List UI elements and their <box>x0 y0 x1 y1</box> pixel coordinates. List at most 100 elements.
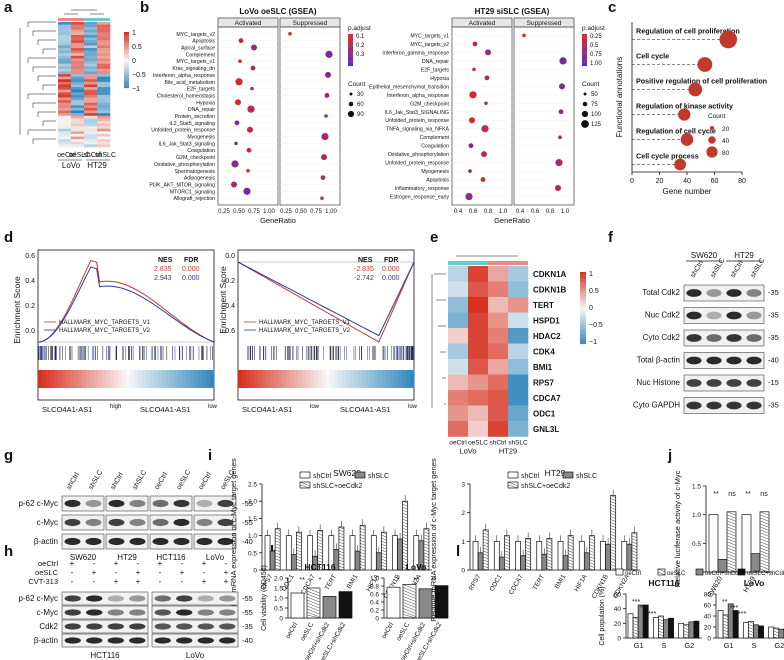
legend-title: Count <box>348 81 366 88</box>
legend-swatch <box>124 51 129 54</box>
heat-cell <box>84 61 98 64</box>
nes-header: NES <box>158 257 173 264</box>
hatch-line <box>759 535 770 540</box>
term-label: Hypoxia <box>196 100 215 106</box>
heat-cell <box>97 118 111 122</box>
rank-gradient <box>238 370 243 388</box>
heat-cell <box>97 133 111 137</box>
hatch-line <box>589 544 595 547</box>
curve-v2 <box>37 266 215 343</box>
legend-swatch <box>348 46 353 49</box>
legend-swatch <box>124 86 129 89</box>
gsea-dot <box>481 125 489 133</box>
blot-row-band <box>706 289 722 297</box>
hatch-line <box>546 538 553 541</box>
legend-swatch <box>582 54 587 57</box>
heat-cell <box>71 45 85 49</box>
chart-title: HT29 <box>545 468 566 478</box>
hatch-line <box>722 632 729 636</box>
heat-cell <box>97 48 111 51</box>
term-label: DNA_repair <box>188 107 215 113</box>
heat-cell <box>97 139 111 143</box>
legend-tick: 125 <box>591 122 602 128</box>
bar-shCtrl <box>708 514 719 573</box>
term-label: E2F_targets <box>187 87 216 93</box>
blot-row-band <box>173 537 190 546</box>
hatch-line <box>632 617 639 620</box>
heat-cell <box>71 71 85 75</box>
gsea-dot <box>469 91 477 99</box>
panel-i-legend: shCtrl shCtrl shSLC shSLC shSLC+oeCdk2 shSLC+… <box>299 471 597 490</box>
blot-row-band <box>86 623 103 630</box>
term-label: Apoptosis <box>426 178 449 184</box>
bar-shCtrl <box>557 540 564 571</box>
heat-cell <box>84 131 98 135</box>
hatch-line <box>483 565 489 569</box>
heat-cell <box>58 32 72 36</box>
hatch-line <box>658 618 664 622</box>
category-label: BMI1 <box>346 573 360 590</box>
blot-row-band <box>706 356 722 365</box>
significance: *** <box>648 611 656 618</box>
hatch-line <box>296 537 302 541</box>
hatch-line <box>338 547 345 551</box>
bar-shCtrl <box>515 540 521 571</box>
legend-tick: 0 <box>132 58 136 65</box>
blot-row-band <box>152 537 169 546</box>
heat-cell <box>448 421 469 437</box>
rank-gradient <box>406 370 411 388</box>
gsea-dot <box>235 99 241 106</box>
y-tick: 1.5 <box>274 586 283 593</box>
gene-label: GNL3L <box>533 425 559 434</box>
nes-v2: -2.742 <box>354 275 374 282</box>
heat-cell <box>508 343 529 360</box>
significance: *** <box>730 605 738 612</box>
bar-shCtrl <box>349 535 356 571</box>
rank-gradient <box>322 370 327 388</box>
hatch-line <box>546 547 553 550</box>
treatment-sign: - <box>115 568 118 577</box>
bar-shCtrl <box>264 535 271 571</box>
y-tick: 0.8 <box>370 584 379 591</box>
hatch-line <box>525 556 531 559</box>
heat-cell <box>448 390 469 406</box>
chart-title: HCT116 <box>304 562 335 572</box>
panel-b-left: LoVo oeSLC (GSEA) Activated Suppressed MYC_… <box>149 7 371 225</box>
facet-panel <box>451 26 513 206</box>
term-label: Apoptosis <box>192 39 215 45</box>
hatch-line <box>631 535 638 538</box>
hatch-line <box>726 544 737 549</box>
hatch-line <box>726 568 737 573</box>
hatch-line <box>722 623 729 627</box>
legend-swatch <box>124 76 129 79</box>
heat-cell <box>71 105 85 109</box>
heat-cell <box>84 24 98 28</box>
heat-cell <box>71 76 85 80</box>
term-label: Complement <box>420 135 450 141</box>
hatch-line <box>546 550 553 553</box>
heat-cell <box>71 68 85 72</box>
x-label-left-sup: high <box>110 404 121 410</box>
legend-swatch <box>124 82 129 84</box>
hatch-line <box>504 547 510 550</box>
hatch-line <box>546 562 553 565</box>
blot-row-band <box>686 401 702 410</box>
x-tick: 20 <box>656 178 664 185</box>
nes-header: NES <box>358 257 373 264</box>
hatch-line <box>381 537 387 541</box>
term-label: Coagulation <box>421 144 449 150</box>
heat-cell <box>488 297 509 313</box>
legend-label: oeCtrl <box>625 571 641 577</box>
legend-swatch <box>124 85 129 87</box>
legend-swatch <box>348 40 353 43</box>
panel-a-dendrogram <box>27 21 56 144</box>
blot-row-frame <box>105 533 149 550</box>
rank-gradient <box>74 370 79 388</box>
panel-d-left: 0.6 0.4 0.2 0.0 NES FDR 2.835 0.000 2.943 0.000 HA… <box>25 249 218 414</box>
legend-swatch <box>580 282 586 285</box>
rank-gradient <box>250 370 255 388</box>
hatch-line <box>504 535 510 538</box>
legend-swatch <box>582 51 587 54</box>
term-label: Interferon_alpha_response <box>387 93 449 99</box>
treatment-sign: - <box>93 577 96 586</box>
